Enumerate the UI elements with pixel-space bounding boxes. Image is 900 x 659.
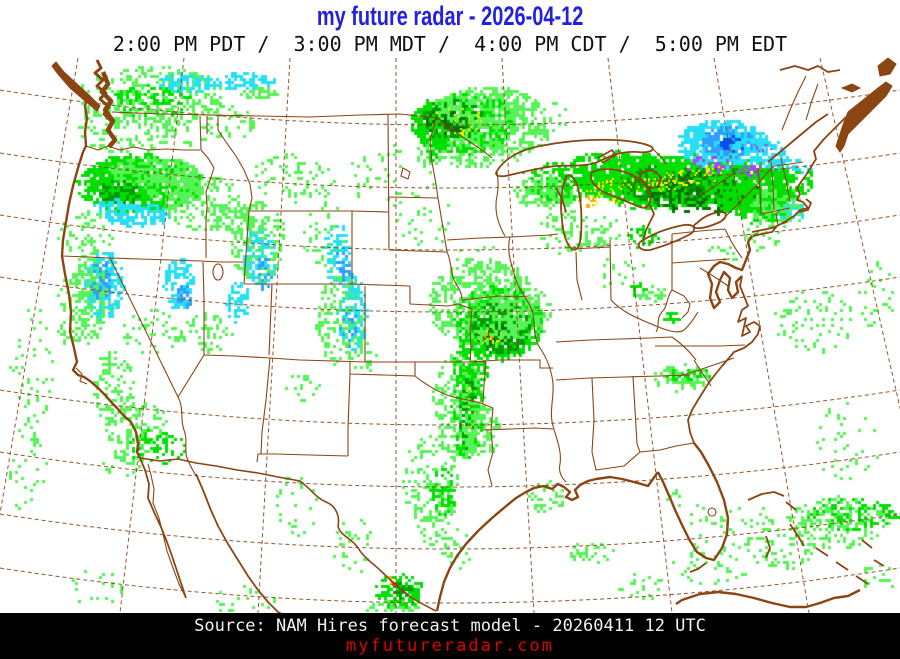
- chesapeake-bay: [706, 235, 753, 310]
- bahamas-islands: [747, 491, 885, 585]
- vancouver-island: [51, 61, 101, 112]
- stlawrence-border: [719, 161, 804, 223]
- st-lawrence-river: [767, 113, 829, 163]
- graticule: [0, 57, 900, 614]
- page-title-text: my future radar - 2026-04-12: [316, 1, 584, 31]
- florida-coast: [656, 442, 730, 562]
- sonora-coast: [195, 473, 291, 619]
- mississippi-river: [508, 236, 567, 483]
- baja-west-coast: [139, 457, 187, 599]
- green-bay: [555, 187, 567, 213]
- timezone-times: 2:00 PM PDT / 3:00 PM MDT / 4:00 PM CDT …: [112, 32, 788, 56]
- sf-bay: [75, 367, 88, 385]
- ohio-river: [610, 299, 699, 333]
- maine-borders: [781, 75, 819, 131]
- cape-breton: [877, 57, 897, 77]
- lake-ontario: [692, 211, 727, 230]
- long-island: [751, 225, 778, 237]
- new-england-coast: [776, 116, 847, 227]
- nova-scotia: [835, 81, 893, 153]
- great-lakes: [495, 138, 727, 252]
- gulf-coast: [435, 471, 659, 612]
- header: my future radar - 2026-04-12 2:00 PM PDT…: [0, 0, 900, 58]
- prince-edward-island: [840, 83, 862, 93]
- keweenaw: [597, 149, 617, 164]
- georgian-bay: [638, 169, 662, 189]
- florida-keys: [689, 562, 707, 573]
- puget-sound: [99, 71, 118, 149]
- baja-east-coast: [147, 463, 187, 599]
- sault-border: [651, 147, 667, 165]
- ottawa-river: [699, 171, 737, 197]
- lake-stclair-link: [643, 204, 655, 239]
- southeast-coast: [687, 275, 761, 444]
- small-lakes: [212, 167, 717, 517]
- canada-border: [111, 111, 493, 159]
- lake-michigan: [560, 174, 583, 251]
- source-text: Source: NAM Hires forecast model - 20260…: [194, 616, 706, 636]
- lake-erie: [637, 223, 696, 252]
- site-link[interactable]: myfutureradar.com: [346, 636, 554, 656]
- footer: Source: NAM Hires forecast model - 20260…: [0, 613, 900, 659]
- pacific-coast: [60, 93, 142, 459]
- mexico-border: [139, 457, 437, 612]
- lake-superior: [495, 138, 654, 178]
- page-title: my future radar - 2026-04-12: [0, 1, 900, 31]
- coastlines: [51, 57, 897, 619]
- cape-cod: [798, 198, 812, 213]
- state-borders: [61, 75, 819, 612]
- cuba-coast: [675, 588, 861, 609]
- gaspe-coast: [779, 65, 841, 73]
- lake-huron: [590, 168, 652, 209]
